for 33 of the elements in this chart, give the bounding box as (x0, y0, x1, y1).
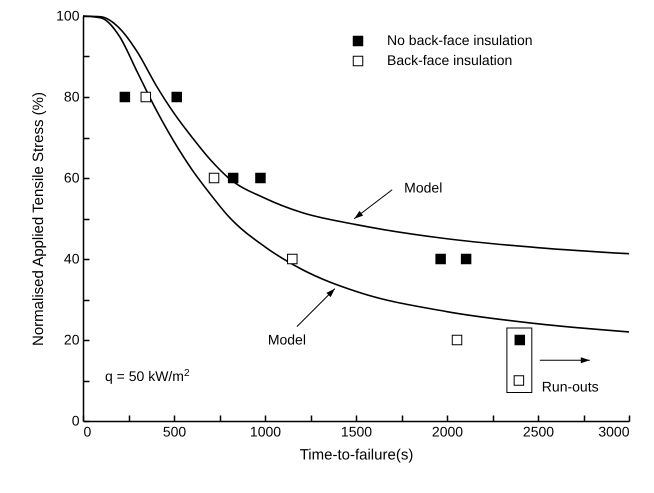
x-tick-label: 500 (162, 424, 186, 440)
y-tick-label: 100 (56, 8, 80, 24)
point (120, 92, 130, 102)
y-axis-title: Normalised Applied Tensile Stress (%) (30, 92, 48, 346)
point (435, 254, 446, 264)
annotation: Run-outs (542, 378, 599, 394)
point (452, 334, 462, 346)
x-axis-title: Time-to-failure(s) (300, 446, 414, 464)
y-tick-label: 40 (64, 250, 80, 266)
point (514, 334, 526, 346)
point (460, 254, 472, 264)
point (287, 254, 298, 264)
x-tick-label: 0 (84, 424, 92, 440)
y-tick-label: 20 (64, 332, 80, 348)
x-tick-label: 2000 (432, 424, 464, 440)
y-tick-label: 80 (64, 88, 80, 104)
annotation: Model (404, 180, 442, 196)
x-tick-label: 1500 (340, 424, 372, 440)
point (514, 375, 524, 386)
x-tick-label: 3000 (598, 424, 630, 440)
x-tick-label: 1000 (250, 424, 282, 440)
y-tick-label: 0 (72, 412, 80, 428)
point (140, 92, 152, 102)
y-tick-label: 60 (64, 170, 80, 186)
annotation: q = 50 kW/m$^{2}$ (105, 368, 190, 384)
annotation: Model (268, 332, 306, 348)
legend-label: Back-face insulation (387, 52, 512, 68)
point (228, 172, 238, 184)
legend-label: No back-face insulation (387, 32, 533, 48)
point (208, 172, 220, 184)
x-tick-label: 2500 (522, 424, 554, 440)
point (171, 92, 182, 102)
point (255, 172, 266, 184)
